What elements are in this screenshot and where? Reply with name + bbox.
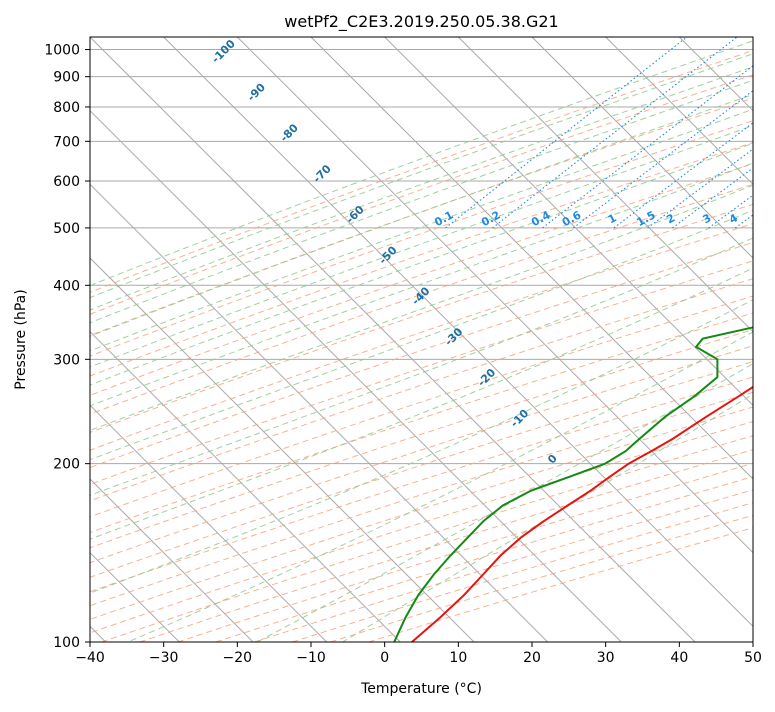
x-tick-label: 30 xyxy=(597,650,615,666)
x-tick-label: −30 xyxy=(149,650,179,666)
y-tick-label: 800 xyxy=(53,100,80,116)
x-tick-label: 50 xyxy=(744,650,762,666)
chart-title: wetPf2_C2E3.2019.250.05.38.G21 xyxy=(284,12,558,32)
x-tick-label: 40 xyxy=(670,650,688,666)
y-tick-label: 1000 xyxy=(44,43,80,59)
x-tick-label: −40 xyxy=(75,650,105,666)
y-tick-label: 500 xyxy=(53,221,80,237)
y-tick-label: 200 xyxy=(53,457,80,473)
x-tick-label: −20 xyxy=(223,650,253,666)
x-axis-label: Temperature (°C) xyxy=(360,681,482,697)
y-tick-label: 300 xyxy=(53,352,80,368)
y-tick-label: 700 xyxy=(53,134,80,150)
y-tick-label: 900 xyxy=(53,70,80,86)
x-tick-label: 20 xyxy=(523,650,541,666)
y-axis-label: Pressure (hPa) xyxy=(13,289,29,389)
y-tick-label: 600 xyxy=(53,174,80,190)
y-tick-label: 400 xyxy=(53,278,80,294)
x-tick-label: 10 xyxy=(449,650,467,666)
x-tick-label: 0 xyxy=(380,650,389,666)
x-tick-label: −10 xyxy=(296,650,326,666)
y-tick-label: 100 xyxy=(53,635,80,651)
